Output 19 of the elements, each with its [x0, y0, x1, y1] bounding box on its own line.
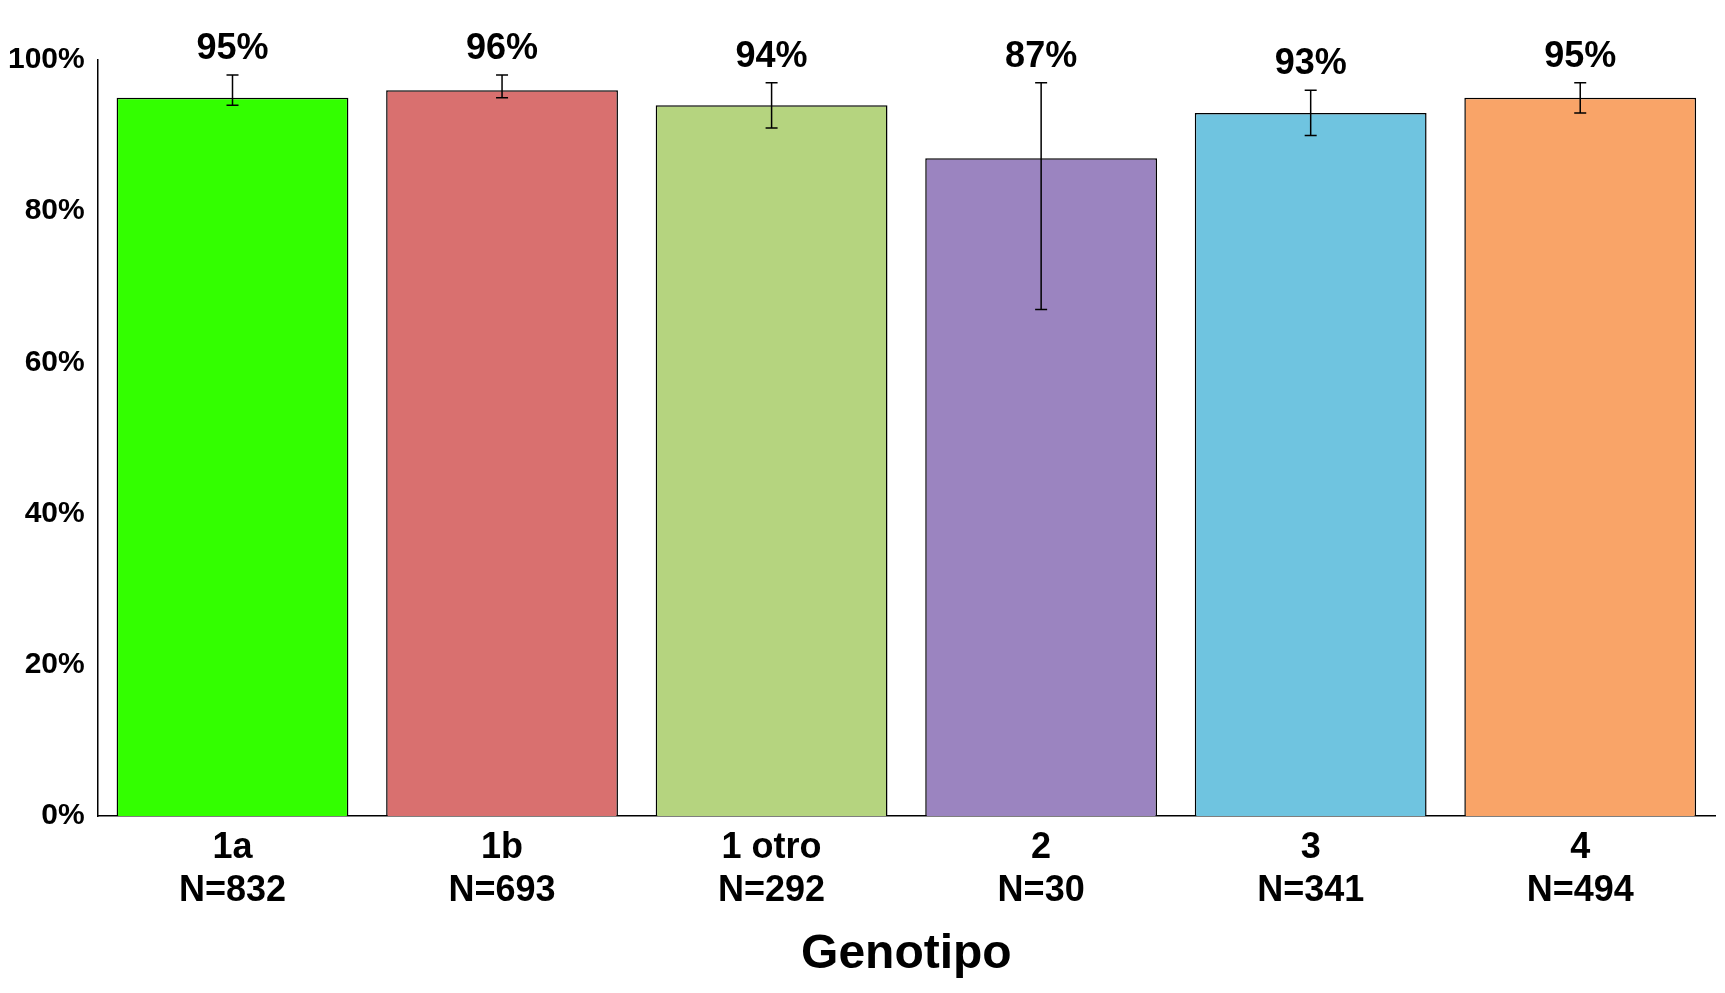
x-tick-label: 4 N=494: [1526, 824, 1634, 909]
data-label: 96%: [466, 26, 539, 68]
y-tick-label: 20%: [24, 646, 85, 680]
x-tick-label: 3 N=341: [1257, 824, 1365, 909]
y-tick-label: 60%: [24, 343, 85, 377]
data-label: 95%: [196, 26, 269, 68]
x-axis-title: Genotipo: [801, 925, 1012, 979]
y-tick-label: 80%: [24, 192, 85, 226]
data-label: 93%: [1274, 41, 1347, 83]
y-tick-label: 100%: [7, 41, 85, 75]
y-tick-label: 40%: [24, 494, 85, 528]
x-tick-label: 1b N=693: [448, 824, 556, 909]
x-tick-label: 1a N=832: [178, 824, 287, 909]
data-label: 95%: [1544, 33, 1617, 75]
data-label: 94%: [735, 33, 808, 75]
data-label: 87%: [1005, 33, 1078, 75]
x-tick-label: 2 N=30: [997, 824, 1085, 909]
x-tick-label: 1 otro N=292: [718, 824, 826, 909]
y-tick-label: 0%: [41, 797, 85, 831]
